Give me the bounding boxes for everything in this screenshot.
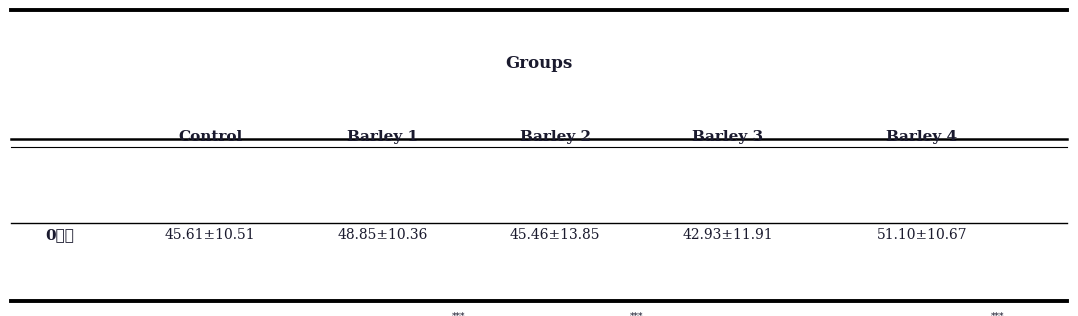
Text: Control: Control — [178, 131, 243, 144]
Text: Barley 3: Barley 3 — [692, 131, 763, 144]
Text: 45.46±13.85: 45.46±13.85 — [510, 228, 600, 242]
Text: 51.10±10.67: 51.10±10.67 — [876, 228, 967, 242]
Text: 42.93±11.91: 42.93±11.91 — [682, 228, 773, 242]
Text: 48.85±10.36: 48.85±10.36 — [337, 228, 428, 242]
Text: Barley 1: Barley 1 — [347, 131, 418, 144]
Text: 0주차: 0주차 — [45, 228, 73, 242]
Text: 45.61±10.51: 45.61±10.51 — [165, 228, 255, 242]
Text: ***: *** — [631, 312, 644, 316]
Text: Groups: Groups — [506, 55, 572, 72]
Text: ***: *** — [452, 312, 465, 316]
Text: Barley 2: Barley 2 — [520, 131, 591, 144]
Text: ***: *** — [991, 312, 1004, 316]
Text: Barley 4: Barley 4 — [886, 131, 957, 144]
